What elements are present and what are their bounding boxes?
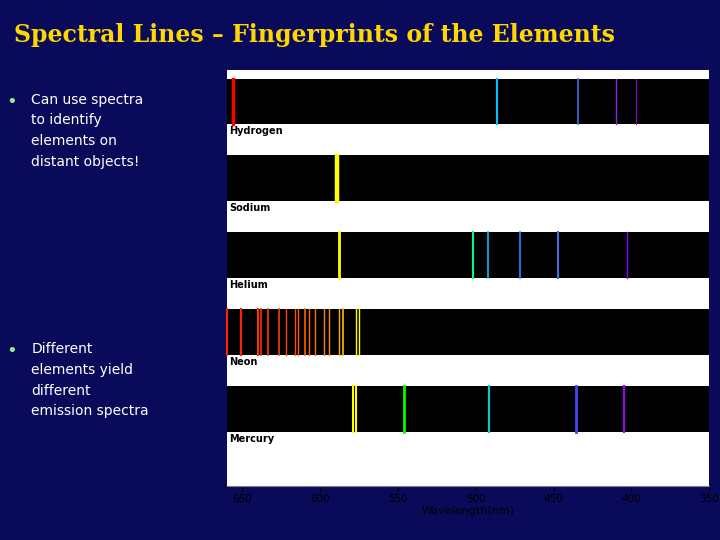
Text: Hydrogen: Hydrogen <box>229 126 283 136</box>
FancyBboxPatch shape <box>227 156 709 201</box>
Text: Different
elements yield
different
emission spectra: Different elements yield different emiss… <box>31 342 149 418</box>
Text: Sodium: Sodium <box>229 203 271 213</box>
X-axis label: Wavelength(nm): Wavelength(nm) <box>421 507 515 516</box>
Text: Can use spectra
to identify
elements on
distant objects!: Can use spectra to identify elements on … <box>31 93 143 168</box>
Text: Spectral Lines – Fingerprints of the Elements: Spectral Lines – Fingerprints of the Ele… <box>14 23 616 47</box>
Text: Neon: Neon <box>229 357 258 367</box>
Text: Mercury: Mercury <box>229 434 274 444</box>
Text: •: • <box>6 342 17 360</box>
FancyBboxPatch shape <box>227 386 709 432</box>
FancyBboxPatch shape <box>227 78 709 124</box>
Text: Helium: Helium <box>229 280 268 290</box>
FancyBboxPatch shape <box>227 232 709 278</box>
FancyBboxPatch shape <box>227 309 709 355</box>
Text: •: • <box>6 93 17 111</box>
